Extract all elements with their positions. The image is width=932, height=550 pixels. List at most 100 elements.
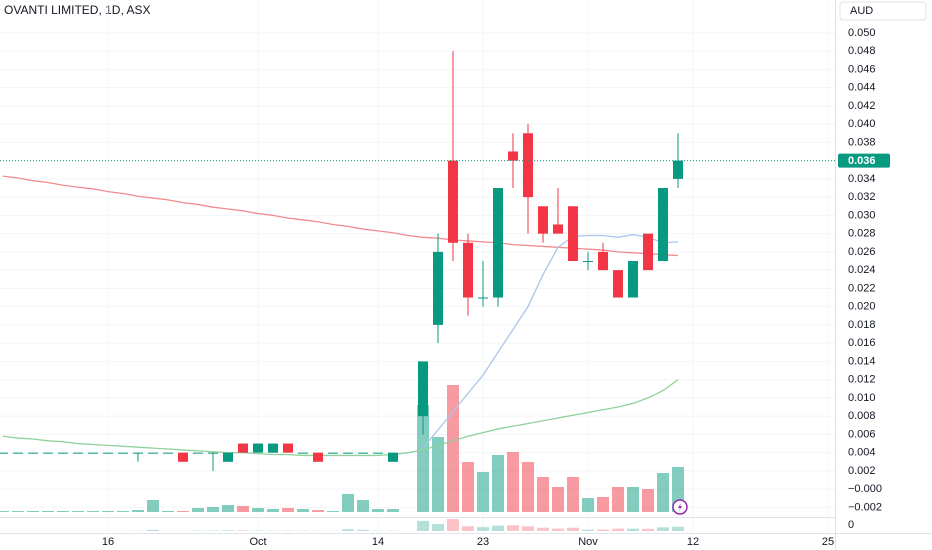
volume-bar — [237, 506, 249, 512]
volume-bar — [312, 510, 324, 512]
y-tick-label: 0.038 — [848, 136, 876, 148]
volume — [0, 385, 684, 531]
volume-mini-bar — [597, 529, 609, 531]
candle-body — [418, 361, 428, 417]
volume-bar — [117, 511, 129, 512]
candle-body — [133, 452, 143, 454]
volume-bar — [102, 511, 114, 512]
y-tick-label: 0.022 — [848, 282, 876, 294]
y-tick-label: 0.028 — [848, 228, 876, 240]
candle-body — [433, 251, 443, 325]
volume-bar — [177, 511, 189, 512]
currency-button[interactable] — [839, 1, 927, 21]
candle-body — [463, 242, 473, 298]
volume-mini-bar — [522, 526, 534, 531]
candle-body — [73, 452, 83, 454]
y-tick-label: 0.034 — [848, 173, 876, 185]
volume-bar — [342, 494, 354, 512]
y-tick-label: 0.010 — [848, 392, 876, 404]
volume-bar — [192, 508, 204, 512]
volume-bar — [627, 487, 639, 512]
candle-body — [283, 443, 293, 453]
volume-mini-bar — [477, 527, 489, 531]
y2-tick-label: 0 — [848, 519, 854, 531]
volume-mini-bar — [582, 529, 594, 531]
volume-bar — [657, 473, 669, 512]
volume-bar — [327, 511, 339, 512]
candle-body — [643, 233, 653, 271]
volume-bar — [642, 489, 654, 512]
candle-body — [538, 206, 548, 234]
volume-bar — [432, 437, 444, 512]
volume-bar — [357, 500, 369, 512]
candle-body — [0, 452, 8, 454]
volume-mini-bar — [567, 527, 579, 531]
y-tick-label: 0.030 — [848, 209, 876, 221]
candle-body — [118, 452, 128, 454]
y-tick-label: 0.016 — [848, 337, 876, 349]
candle-body — [163, 452, 173, 454]
volume-bar — [417, 405, 429, 512]
volume-mini-bar — [147, 529, 159, 531]
volume-mini-bar — [237, 530, 249, 531]
y-tick-label: 0.004 — [848, 447, 876, 459]
volume-bar — [282, 508, 294, 512]
volume-bar — [612, 487, 624, 512]
volume-bar — [522, 462, 534, 512]
volume-mini-bar — [537, 527, 549, 531]
volume-bar — [597, 497, 609, 512]
candle-body — [328, 452, 338, 454]
candle-body — [598, 251, 608, 271]
y-tick-label: 0.044 — [848, 82, 876, 94]
volume-mini-bar — [612, 528, 624, 531]
currency-label[interactable]: AUD — [850, 5, 873, 17]
moving-average-line — [2, 379, 679, 457]
volume-mini-bar — [507, 525, 519, 531]
volume-mini-bar — [552, 528, 564, 531]
y-tick-label: 0.018 — [848, 319, 876, 331]
candle-body — [388, 452, 398, 462]
volume-bar — [462, 462, 474, 512]
candle-body — [493, 188, 503, 298]
candles — [0, 51, 683, 471]
candle-body — [508, 151, 518, 161]
candle-body — [343, 452, 353, 454]
candle-body — [658, 188, 668, 262]
y-tick-label: 0.012 — [848, 374, 876, 386]
event-icon[interactable] — [672, 499, 688, 515]
y-tick-label: 0.040 — [848, 118, 876, 130]
volume-bar — [207, 507, 219, 512]
volume-mini-bar — [462, 526, 474, 531]
moving-averages — [2, 175, 679, 457]
volume-mini-bar — [342, 529, 354, 531]
volume-bar — [567, 477, 579, 512]
candle-body — [553, 224, 563, 234]
volume-mini-bar — [672, 526, 684, 531]
volume-mini-bar — [417, 520, 429, 531]
volume-bar — [132, 510, 144, 512]
volume-bar — [507, 452, 519, 512]
volume-bar — [147, 500, 159, 512]
grid — [0, 0, 835, 533]
volume-bar — [492, 455, 504, 512]
candle-body — [448, 160, 458, 243]
x-tick-label: 12 — [687, 536, 699, 548]
volume-bar — [252, 508, 264, 512]
y-tick-label: −0.000 — [848, 483, 882, 495]
y-tick-label: 0.032 — [848, 191, 876, 203]
volume-mini-bar — [357, 529, 369, 531]
candle-body — [88, 452, 98, 454]
x-tick-label: 16 — [102, 536, 114, 548]
y-tick-label: 0.024 — [848, 264, 876, 276]
y-tick-label: 0.046 — [848, 63, 876, 75]
volume-mini-bar — [492, 525, 504, 531]
candle-body — [148, 452, 158, 454]
y-tick-label: 0.020 — [848, 301, 876, 313]
volume-bar — [552, 487, 564, 512]
moving-average-line — [422, 233, 679, 449]
volume-bar — [387, 509, 399, 512]
axes: 0.050 0.048 0.046 0.044 0.042 0.040 0.038 0.034… — [0, 27, 890, 548]
y-tick-label: 0.014 — [848, 355, 876, 367]
candle-body — [208, 452, 218, 454]
volume-mini-bar — [447, 519, 459, 531]
